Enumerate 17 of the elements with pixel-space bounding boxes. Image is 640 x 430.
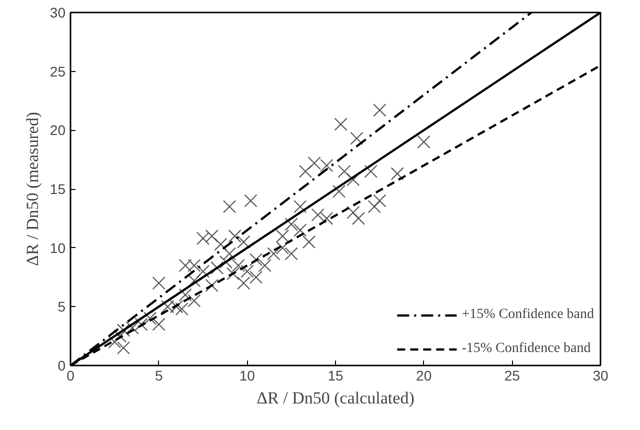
x-tick-label: 15	[328, 368, 344, 384]
y-tick-label: 0	[58, 358, 66, 374]
legend-label: -15% Confidence band	[462, 341, 591, 357]
y-tick-label: 15	[50, 181, 66, 197]
x-tick-label: 30	[592, 368, 608, 384]
y-tick-label: 20	[50, 122, 66, 138]
x-tick-label: 10	[239, 368, 256, 384]
x-tick-label: 20	[416, 368, 432, 384]
x-tick-label: 25	[504, 368, 520, 384]
y-axis-title: ΔR / Dn50 (measured)	[22, 112, 42, 266]
x-tick-label: 5	[154, 368, 163, 384]
y-tick-label: 30	[50, 4, 66, 20]
y-tick-label: 10	[50, 240, 66, 256]
legend-label: +15% Confidence band	[462, 307, 594, 323]
x-axis-title: ΔR / Dn50 (calculated)	[256, 388, 414, 408]
y-tick-label: 25	[50, 63, 66, 80]
y-tick-label: 5	[58, 298, 66, 315]
